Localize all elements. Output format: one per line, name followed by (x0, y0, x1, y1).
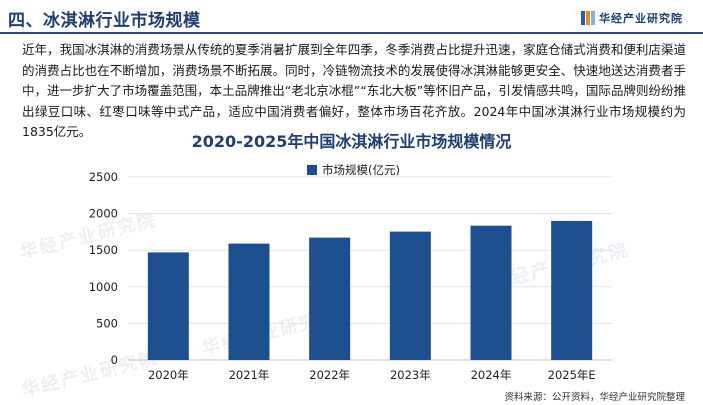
bar (228, 243, 270, 360)
x-tick-label: 2021年 (229, 368, 270, 382)
brand-name: 华经产业研究院 (599, 12, 683, 25)
legend-label: 市场规模(亿元) (322, 163, 400, 177)
y-tick-label: 1500 (89, 243, 118, 257)
x-tick-label: 2022年 (309, 368, 350, 382)
bar (147, 252, 189, 360)
y-tick-label: 2000 (89, 207, 118, 221)
x-tick-label: 2020年 (148, 368, 189, 382)
brand-logo: 华经产业研究院 (581, 10, 683, 26)
y-tick-label: 500 (96, 316, 118, 330)
x-tick-label: 2023年 (390, 368, 431, 382)
source-note: 资料来源：公开资料，华经产业研究院整理 (504, 392, 685, 403)
intro-paragraph: 近年，我国冰淇淋的消费场景从传统的夏季消暑扩展到全年四季，冬季消费占比提升迅速，… (22, 42, 686, 139)
section-header: 四、冰淇淋行业市场规模 华经产业研究院 (0, 0, 703, 34)
bar (309, 237, 351, 360)
chart-legend: 市场规模(亿元) (307, 162, 400, 178)
section-title: 四、冰淇淋行业市场规模 (8, 11, 201, 31)
x-tick-label: 2025年E (548, 368, 596, 382)
y-tick-label: 2500 (89, 170, 118, 184)
chart-title: 2020-2025年中国冰淇淋行业市场规模情况 (191, 132, 512, 151)
bar (470, 225, 512, 360)
y-tick-label: 0 (111, 353, 118, 367)
header-divider (0, 32, 703, 34)
brand-logo-icon (581, 11, 595, 25)
bar (389, 231, 431, 360)
x-tick-label: 2024年 (471, 368, 512, 382)
legend-swatch (307, 165, 317, 175)
bar (551, 220, 593, 360)
y-tick-label: 1000 (89, 280, 118, 294)
